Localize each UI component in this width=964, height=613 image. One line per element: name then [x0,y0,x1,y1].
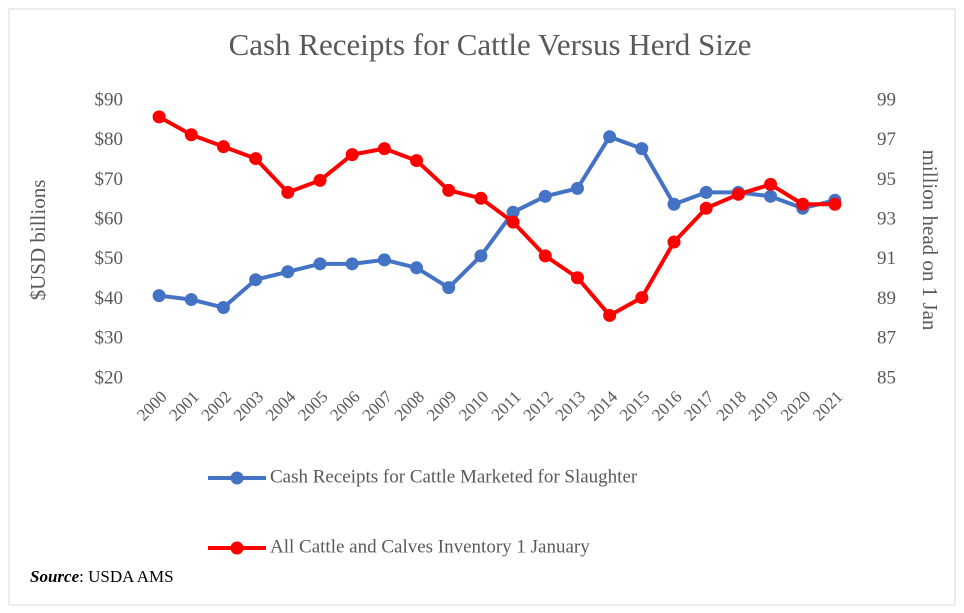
point [184,128,198,142]
point [410,261,424,275]
point [216,140,230,154]
point [699,185,713,199]
y-tick-label: $30 [95,328,124,349]
y-tick-label: $90 [95,89,124,110]
point [506,215,520,229]
point [764,177,778,191]
y-tick-label: $60 [95,209,124,230]
point [377,142,391,156]
point [377,253,391,267]
point [828,197,842,211]
point [313,173,327,187]
point [474,249,488,263]
point [216,301,230,315]
point [442,183,456,197]
legend-label: Cash Receipts for Cattle Marketed for Sl… [270,466,638,487]
point [345,148,359,162]
y-axis-title: $USD billions [26,180,50,301]
y2-tick-label: 91 [877,248,896,269]
point [764,189,778,203]
y2-tick-label: 87 [877,328,896,349]
point [731,187,745,201]
source-label: Source [30,567,80,586]
point [570,271,584,285]
point [635,291,649,305]
point [603,308,617,322]
y2-tick-label: 95 [877,169,896,190]
point [281,185,295,199]
y2-axis-title: million head on 1 Jan [918,150,942,331]
y2-tick-label: 99 [877,89,896,110]
point [538,189,552,203]
y-tick-label: $20 [95,367,124,388]
point [152,289,166,303]
point [570,181,584,195]
point [699,201,713,215]
point [184,293,198,307]
point [345,257,359,271]
y2-tick-label: 85 [877,367,896,388]
source-note: Source: USDA AMS [30,567,174,586]
point [410,154,424,168]
series-line [158,115,835,318]
point [635,142,649,156]
y2-tick-label: 93 [877,209,896,230]
point [152,110,166,124]
point [667,197,681,211]
point [474,191,488,205]
point [313,257,327,271]
point [442,281,456,295]
point [538,249,552,263]
series-line [158,134,836,310]
legend-marker [230,541,244,555]
y-tick-label: $70 [95,169,124,190]
point [796,197,810,211]
point [667,235,681,249]
point [281,265,295,279]
chart-frame [8,8,956,606]
y-tick-label: $50 [95,248,124,269]
point [603,130,617,144]
point [249,152,263,166]
y-tick-label: $80 [95,129,124,150]
y2-tick-label: 89 [877,288,896,309]
y2-tick-label: 97 [877,129,896,150]
point [506,205,520,219]
legend-label: All Cattle and Calves Inventory 1 Januar… [270,536,590,557]
point [249,273,263,287]
legend-marker [230,471,244,485]
y-tick-label: $40 [95,288,124,309]
source-text: : USDA AMS [79,567,173,586]
chart-title: Cash Receipts for Cattle Versus Herd Siz… [229,27,752,62]
